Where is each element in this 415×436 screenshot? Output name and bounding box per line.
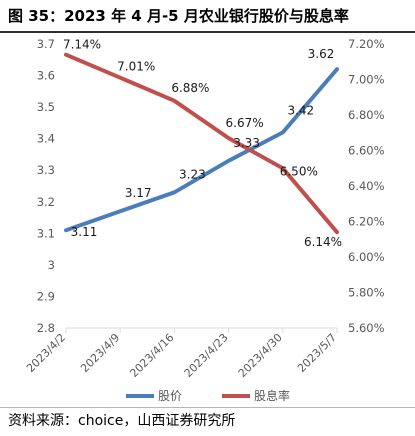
stock-price-line: [64, 67, 339, 233]
title-divider: [0, 31, 415, 33]
x-tick-label: 2023/4/16: [127, 331, 176, 380]
y-right-tick-label: 6.20%: [348, 215, 385, 229]
x-tick-label: 2023/4/23: [182, 331, 231, 380]
x-tick-label: 2023/4/30: [236, 331, 285, 380]
y-right-tick-label: 6.00%: [348, 250, 385, 264]
x-tick-label: 2023/4/2: [24, 331, 68, 375]
bottom-divider: [0, 407, 415, 408]
stock-price-data-label: 3.17: [125, 186, 152, 200]
y-left-tick-label: 3.6: [37, 69, 55, 83]
dual-axis-line-chart: 2023/4/2 2023/4/9 2023/4/16 2023/4/23 2023/4…: [24, 37, 385, 403]
y-left-tick-label: 2.8: [37, 321, 55, 335]
data-label-layer: 3.11 3.17 3.23 3.33 3.42 3.62 7.14% 7.01% 6.88% 6…: [63, 38, 342, 249]
y-right-tick-label: 6.40%: [348, 179, 385, 193]
dividend-yield-data-label: 6.88%: [171, 81, 209, 95]
stock-price-data-label: 3.42: [287, 103, 314, 117]
y-left-tick-label: 3.3: [37, 163, 55, 177]
y-left-tick-label: 3.4: [37, 132, 55, 146]
series-layer: [64, 52, 339, 235]
figure-title: 图 35：2023 年 4 月-5 月农业银行股价与股息率: [8, 7, 349, 25]
dividend-yield-line: [64, 52, 339, 235]
dividend-yield-legend-label: 股息率: [254, 388, 290, 403]
x-tick-label: 2023/4/9: [78, 331, 122, 375]
x-tick-label: 2023/5/7: [295, 331, 339, 375]
dividend-yield-data-label: 6.50%: [280, 164, 318, 178]
stock-price-data-label: 3.23: [179, 167, 206, 181]
stock-price-data-label: 3.33: [233, 136, 260, 150]
dividend-yield-data-label: 7.14%: [63, 38, 101, 52]
y-right-tick-label: 6.80%: [348, 108, 385, 122]
y-left-tick-label: 2.9: [37, 289, 55, 303]
legend: 股价 股息率: [126, 388, 290, 403]
y-left-tick-label: 3.5: [37, 100, 55, 114]
y-left-tick-label: 3.1: [37, 226, 55, 240]
y-right-tick-label: 7.00%: [348, 73, 385, 87]
y-left-tick-label: 3.7: [37, 37, 55, 51]
y-right-tick-label: 7.20%: [348, 37, 385, 51]
stock-price-legend-label: 股价: [158, 389, 182, 403]
y-right-tick-label: 6.60%: [348, 144, 385, 158]
y-left-tick-label: 3.2: [37, 195, 55, 209]
dividend-yield-data-label: 7.01%: [117, 60, 155, 74]
source-note: 资料来源：choice，山西证券研究所: [8, 413, 236, 429]
y-right-tick-label: 5.60%: [348, 321, 385, 335]
stock-price-data-label: 3.62: [308, 47, 335, 61]
dividend-yield-data-label: 6.67%: [226, 116, 264, 130]
dividend-yield-data-label: 6.14%: [304, 235, 342, 249]
y-left-tick-label: 3: [48, 258, 55, 272]
y-right-tick-label: 5.80%: [348, 286, 385, 300]
stock-price-data-label: 3.11: [71, 225, 98, 239]
